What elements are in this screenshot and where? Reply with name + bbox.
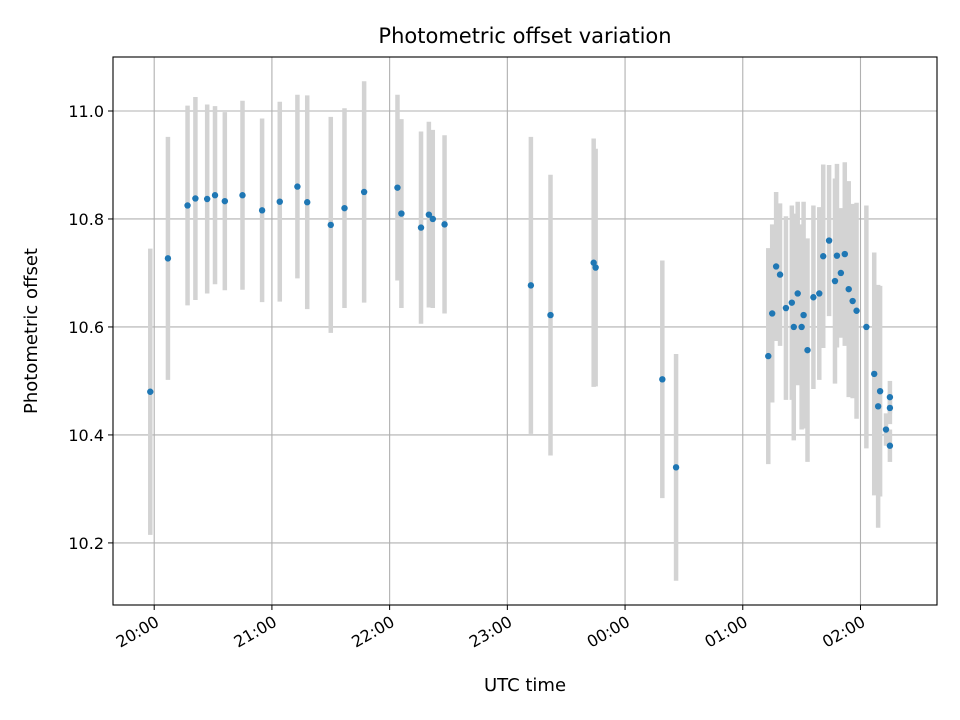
data-point [429,215,436,223]
data-point [831,277,839,285]
x-tick-label: 20:00 [113,612,162,652]
data-point [239,192,246,199]
data-point [776,271,784,278]
data-point [527,282,535,289]
data-point [874,403,882,410]
chart-title: Photometric offset variation [378,24,671,48]
data-point [794,290,801,297]
data-point [221,197,229,205]
y-tick-label: 11.0 [68,102,104,121]
y-axis-label: Photometric offset [21,248,42,414]
data-point [871,370,878,378]
data-point [590,259,597,266]
data-point [782,304,790,312]
data-point [833,252,841,259]
data-point [192,195,199,202]
y-tick-label: 10.4 [68,426,104,445]
data-point [258,207,266,214]
data-point [886,404,894,412]
data-points [147,183,894,471]
data-point [398,210,405,217]
data-point [147,388,154,395]
y-tick-label: 10.8 [68,210,104,229]
y-tick-label: 10.6 [68,318,104,337]
data-point [790,323,797,331]
data-point [841,250,848,258]
x-axis-label: UTC time [484,675,566,696]
x-tick-label: 01:00 [701,612,750,652]
data-point [547,311,554,319]
data-point [327,221,334,229]
data-point [798,323,805,331]
data-point [394,184,401,191]
data-point [672,464,680,471]
data-point [886,442,894,449]
data-point [845,285,852,293]
data-point [882,426,890,433]
data-point [837,269,845,277]
data-point [417,224,425,231]
x-tick-label: 21:00 [230,612,279,652]
x-tick-label: 23:00 [466,612,515,652]
data-point [203,195,211,203]
data-point [360,188,368,196]
data-point [184,202,191,209]
y-tick-label: 10.2 [68,534,104,553]
x-tick-label: 02:00 [819,612,868,652]
data-point [304,199,311,206]
data-point [804,346,811,354]
data-point [810,294,817,301]
data-point [425,211,433,218]
plot-frame [112,56,938,606]
data-point [825,237,833,244]
data-point [772,263,780,270]
data-point [294,183,301,190]
data-point [276,198,283,205]
x-tick-label: 22:00 [348,612,397,652]
data-point [441,221,448,228]
data-point [765,352,772,360]
data-point [863,323,870,331]
data-point [788,299,796,306]
x-tick-label: 00:00 [584,612,633,652]
data-point [341,204,348,212]
data-point [800,311,807,319]
data-point [592,264,599,271]
data-point [849,297,856,305]
data-point [659,376,666,383]
data-point [820,253,827,260]
data-point [886,393,894,401]
data-point [816,290,823,297]
data-point [211,192,219,199]
data-point [164,255,172,262]
data-point [769,310,776,317]
error-bars [148,81,893,581]
data-point [853,307,860,314]
data-point [876,387,884,395]
